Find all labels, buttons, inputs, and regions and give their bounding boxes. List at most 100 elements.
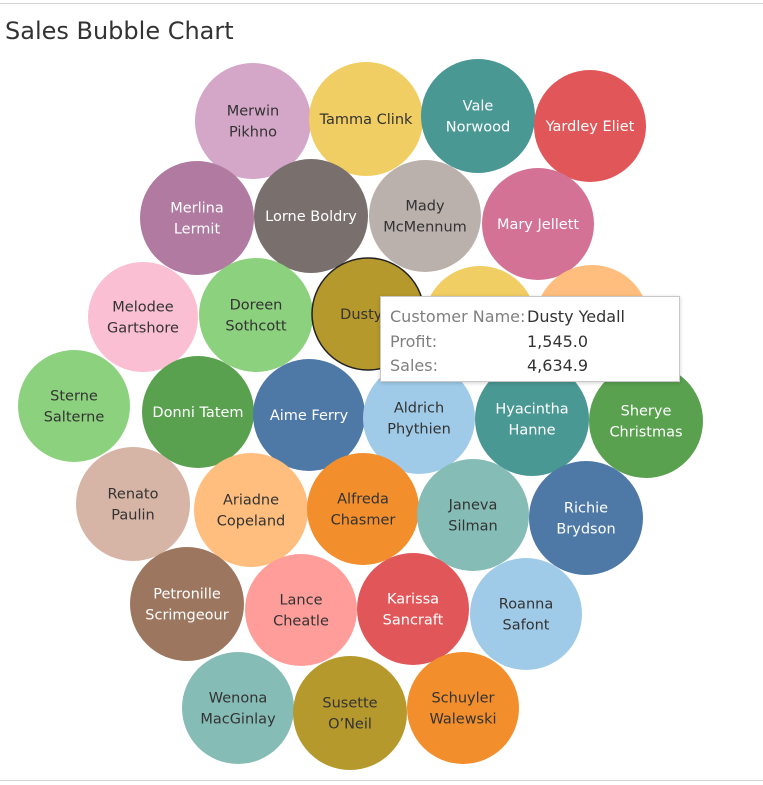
bubble-sherye-christmas[interactable]: Sherye Christmas (589, 364, 703, 478)
bubble-label: Silman (448, 519, 497, 535)
tooltip-key: Customer Name: (390, 307, 526, 326)
bubble-label: Paulin (111, 508, 154, 524)
tooltip-row-customer-name: Customer Name: Dusty Yedall (390, 307, 625, 326)
bubble-aime-ferry[interactable]: Aime Ferry (253, 359, 365, 471)
bubble-circle[interactable] (363, 362, 475, 474)
bubble-label: Donni Tatem (152, 405, 243, 421)
bubble-label: Copeland (217, 514, 285, 530)
bubble-label: Ariadne (223, 493, 279, 509)
bubble-label: Janeva (448, 498, 498, 514)
bubble-label: Christmas (609, 425, 682, 441)
tooltip-row-profit: Profit: 1,545.0 (390, 332, 588, 351)
bubble-roanna-safont[interactable]: Roanna Safont (470, 558, 582, 670)
bubble-karissa-sancraft[interactable]: Karissa Sancraft (357, 553, 469, 665)
bubble-circle[interactable] (245, 554, 357, 666)
bubble-circle[interactable] (589, 364, 703, 478)
bubble-vale-norwood[interactable]: Vale Norwood (421, 59, 535, 173)
bubble-label: Norwood (446, 120, 511, 136)
bubble-lorne-boldry[interactable]: Lorne Boldry (254, 159, 368, 273)
bubble-tamma-clink[interactable]: Tamma Clink (309, 62, 423, 176)
bubble-circle[interactable] (142, 356, 254, 468)
bubble-hyacintha-hanne[interactable]: Hyacintha Hanne (475, 362, 589, 476)
bubble-circle[interactable] (253, 359, 365, 471)
bubble-mary-jellett[interactable]: Mary Jellett (482, 168, 594, 280)
bubble-label: Tamma Clink (319, 112, 413, 128)
bubble-label: Sterne (50, 389, 98, 405)
bubble-circle[interactable] (88, 262, 198, 372)
bubble-petronille-scrimgeour[interactable]: Petronille Scrimgeour (130, 547, 244, 661)
bubble-label: Safont (503, 618, 550, 634)
bubble-renato-paulin[interactable]: Renato Paulin (76, 447, 190, 561)
bubble-circle[interactable] (76, 447, 190, 561)
bubble-label: Hyacintha (495, 402, 568, 418)
bubble-aldrich-phythien[interactable]: Aldrich Phythien (363, 362, 475, 474)
bubble-label: Pikhno (229, 125, 277, 141)
bubble-circle[interactable] (195, 63, 311, 179)
bubble-circle[interactable] (369, 160, 481, 272)
bubble-circle[interactable] (470, 558, 582, 670)
bubble-label: O’Neil (328, 717, 372, 733)
bubble-label: McMennum (383, 220, 467, 236)
bubble-label: Susette (322, 696, 377, 712)
bubble-melodee-gartshore[interactable]: Melodee Gartshore (88, 262, 198, 372)
bubble-circle[interactable] (475, 362, 589, 476)
bubble-circle[interactable] (254, 159, 368, 273)
bubble-donni-tatem[interactable]: Donni Tatem (142, 356, 254, 468)
bubble-schuyler-walewski[interactable]: Schuyler Walewski (407, 652, 519, 764)
bubble-label: Sothcott (225, 319, 286, 335)
bubble-label: Brydson (556, 522, 615, 538)
bubble-circle[interactable] (18, 350, 130, 462)
bubble-label: Merwin (227, 104, 279, 120)
bubble-label: Schuyler (431, 691, 494, 707)
bubble-label: Renato (108, 487, 159, 503)
bubble-circle[interactable] (421, 59, 535, 173)
bubble-label: Cheatle (273, 614, 329, 630)
bubble-label: Salterne (44, 410, 105, 426)
tooltip-key: Sales: (390, 356, 438, 375)
bubble-label: Lorne Boldry (265, 209, 357, 225)
bubble-circle[interactable] (534, 70, 646, 182)
bubble-circle[interactable] (407, 652, 519, 764)
bubble-label: Mady (405, 199, 445, 215)
bubble-wenona-macginlay[interactable]: Wenona MacGinlay (182, 652, 294, 764)
bubble-circle[interactable] (182, 652, 294, 764)
bubble-janeva-silman[interactable]: Janeva Silman (417, 459, 529, 571)
bubble-label: Roanna (499, 597, 553, 613)
bubble-merlina-lermit[interactable]: Merlina Lermit (140, 161, 254, 275)
bubble-label: Sancraft (383, 613, 444, 629)
bubble-susette-o-neil[interactable]: Susette O’Neil (293, 656, 407, 770)
bubble-circle[interactable] (482, 168, 594, 280)
tooltip-value: 1,545.0 (527, 332, 589, 351)
bubble-label: Lermit (174, 222, 221, 238)
bubble-alfreda-chasmer[interactable]: Alfreda Chasmer (307, 453, 419, 565)
bubble-circle[interactable] (140, 161, 254, 275)
bubble-doreen-sothcott[interactable]: Doreen Sothcott (199, 258, 313, 372)
bubble-label: Gartshore (107, 321, 179, 337)
bubble-yardley-eliet[interactable]: Yardley Eliet (534, 70, 646, 182)
bubble-circle[interactable] (194, 453, 308, 567)
bubble-label: Phythien (387, 422, 451, 438)
bubble-circle[interactable] (529, 461, 643, 575)
bubble-lance-cheatle[interactable]: Lance Cheatle (245, 554, 357, 666)
bubble-circle[interactable] (417, 459, 529, 571)
bubble-circle[interactable] (357, 553, 469, 665)
bubble-circle[interactable] (130, 547, 244, 661)
bubble-circle[interactable] (199, 258, 313, 372)
tooltip-value: Dusty Yedall (527, 307, 625, 326)
bubble-richie-brydson[interactable]: Richie Brydson (529, 461, 643, 575)
bubble-label: Aime Ferry (270, 408, 349, 424)
bubble-label: Wenona (209, 691, 268, 707)
bubble-circle[interactable] (307, 453, 419, 565)
bubble-label: Scrimgeour (145, 608, 228, 624)
bubble-mady-mcmennum[interactable]: Mady McMennum (369, 160, 481, 272)
bubble-label: Karissa (387, 592, 439, 608)
bubble-ariadne-copeland[interactable]: Ariadne Copeland (194, 453, 308, 567)
tooltip-row-sales: Sales: 4,634.9 (390, 356, 588, 375)
bubble-circle[interactable] (309, 62, 423, 176)
bubble-sterne-salterne[interactable]: Sterne Salterne (18, 350, 130, 462)
bottom-divider (0, 780, 763, 781)
bubble-circle[interactable] (293, 656, 407, 770)
bubble-merwin-pikhno[interactable]: Merwin Pikhno (195, 63, 311, 179)
